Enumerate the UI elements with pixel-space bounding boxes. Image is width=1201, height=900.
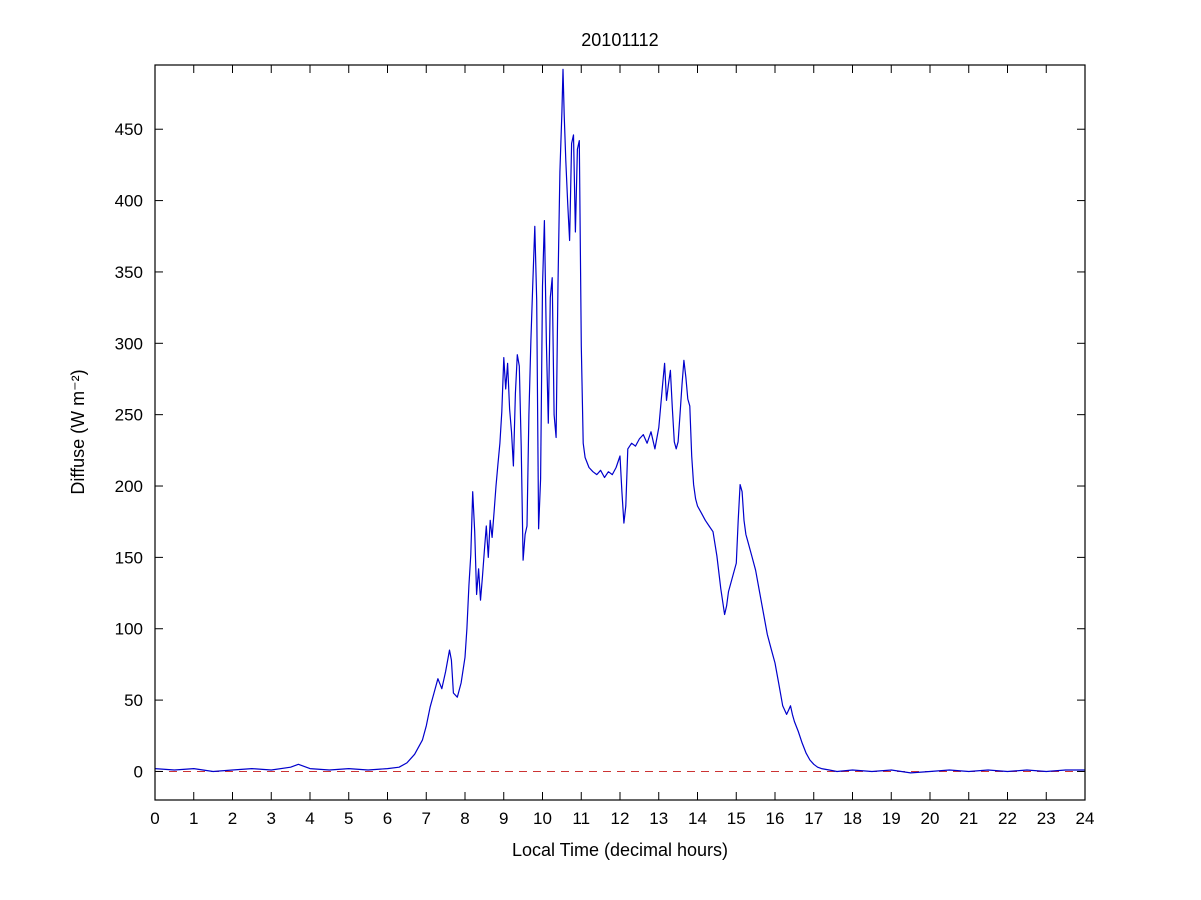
diffuse-series-line [155,68,1085,774]
x-tick-label: 24 [1076,809,1095,828]
x-tick-label: 4 [305,809,314,828]
y-tick-label: 150 [115,548,143,567]
x-tick-label: 20 [921,809,940,828]
x-tick-label: 18 [843,809,862,828]
x-tick-label: 17 [804,809,823,828]
y-tick-label: 300 [115,334,143,353]
x-tick-label: 6 [383,809,392,828]
x-tick-label: 2 [228,809,237,828]
plot-area: 0 1 2 3 4 5 6 7 8 9 10 11 12 13 14 15 16 17 18 19 20 21 22 23 24… [115,64,1095,828]
x-tick-label: 1 [189,809,198,828]
x-tick-label: 0 [150,809,159,828]
y-tick-label: 250 [115,406,143,425]
axis-box [154,64,1086,801]
x-tick-label: 14 [688,809,707,828]
y-tick-label: 200 [115,477,143,496]
x-tick-label: 23 [1037,809,1056,828]
y-tick-label: 450 [115,120,143,139]
x-tick-label: 13 [649,809,668,828]
x-tick-label: 3 [267,809,276,828]
y-tick-label: 400 [115,192,143,211]
x-tick-label: 15 [727,809,746,828]
x-tick-label: 8 [460,809,469,828]
y-tick-label: 350 [115,263,143,282]
x-tick-label: 22 [998,809,1017,828]
y-axis-label: Diffuse (W m⁻²) [68,369,88,494]
x-tick-label: 21 [959,809,978,828]
x-tick-label: 19 [882,809,901,828]
x-tick-label: 11 [572,809,590,828]
x-tick-label: 5 [344,809,353,828]
x-tick-label: 12 [611,809,630,828]
y-tick-label: 50 [124,691,143,710]
x-tick-label: 7 [422,809,431,828]
x-tick-label: 10 [533,809,552,828]
x-tick-label: 9 [499,809,508,828]
x-tick-label: 16 [766,809,785,828]
y-tick-label: 0 [134,762,143,781]
chart-title: 20101112 [581,30,658,50]
y-tick-label: 100 [115,620,143,639]
x-axis-label: Local Time (decimal hours) [512,840,728,860]
